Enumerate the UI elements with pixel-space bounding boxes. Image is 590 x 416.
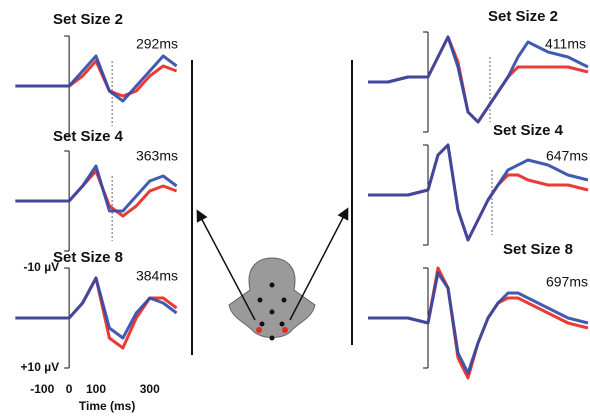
x-axis-label: Time (ms) <box>79 399 135 413</box>
panel-title: Set Size 2 <box>53 11 123 28</box>
x-tick-label: 100 <box>86 382 106 396</box>
waveform <box>15 278 176 338</box>
panel-title: Set Size 8 <box>53 249 123 266</box>
arrow <box>198 212 255 320</box>
panel-title: Set Size 4 <box>53 128 124 145</box>
latency-label: 697ms <box>546 274 588 290</box>
waveform <box>15 171 176 216</box>
x-tick-label: -100 <box>30 382 54 396</box>
panel-title: Set Size 8 <box>503 241 573 258</box>
latency-label: 363ms <box>136 148 178 164</box>
panel-title: Set Size 4 <box>493 122 564 139</box>
panel-title: Set Size 2 <box>488 8 558 25</box>
y-tick-label: +10 µV <box>21 360 60 374</box>
latency-label: 384ms <box>136 268 178 284</box>
x-tick-label: 300 <box>140 382 160 396</box>
latency-label: 292ms <box>136 36 178 52</box>
waveform <box>15 278 176 348</box>
head-icon <box>229 258 315 341</box>
x-tick-label: 0 <box>66 382 73 396</box>
latency-label: 647ms <box>546 148 588 164</box>
latency-label: 411ms <box>545 36 586 52</box>
arrow <box>290 210 347 320</box>
figure: Set Size 2292msSet Size 4363ms-10 µV+10 … <box>0 0 590 416</box>
